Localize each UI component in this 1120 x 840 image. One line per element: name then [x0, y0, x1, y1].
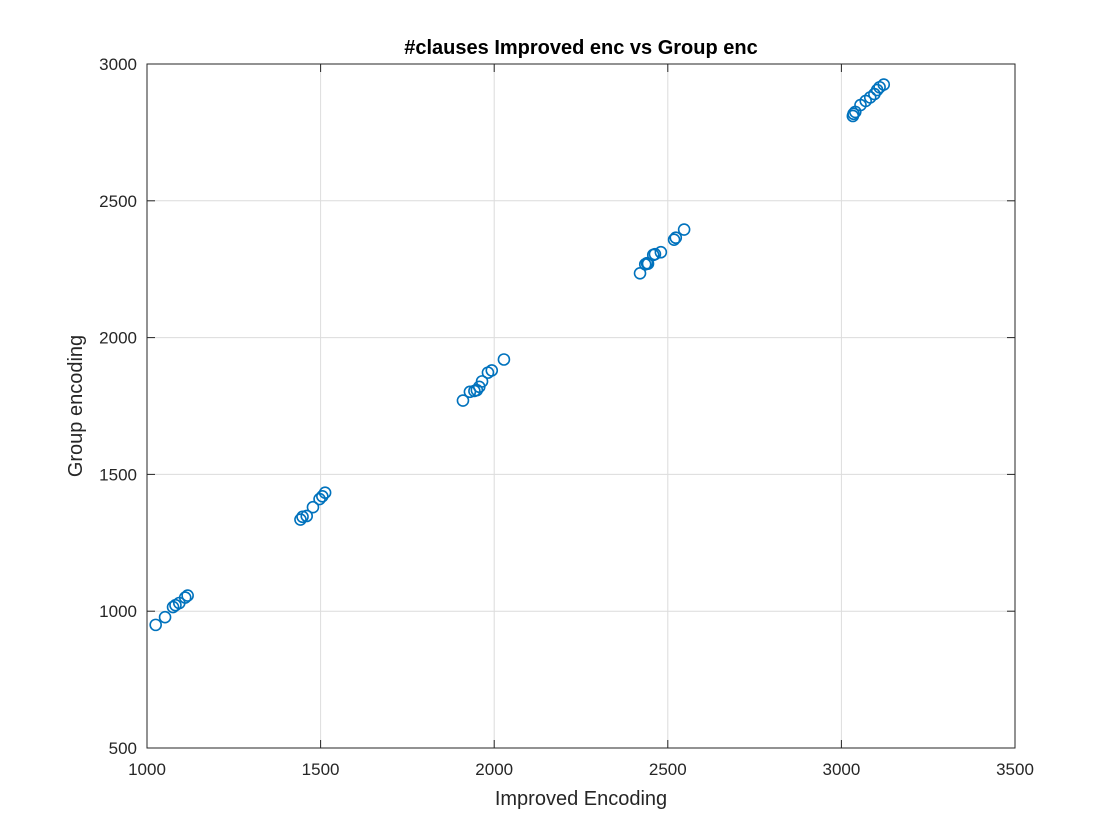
axis-ticks: 1000 1500 2000 2500 3000 3500 500 1000 1500 2000 2… [99, 55, 1034, 779]
data-point [654, 245, 668, 259]
chart-title: #clauses Improved enc vs Group enc [404, 37, 757, 59]
x-axis-label: Improved Encoding [495, 788, 667, 810]
x-tick-label: 3000 [822, 760, 860, 779]
x-tick-label: 2500 [649, 760, 687, 779]
y-tick-label: 1500 [99, 465, 137, 484]
data-point [178, 591, 192, 604]
plot-area [147, 64, 1015, 748]
data-point [318, 486, 332, 500]
data-point [300, 509, 314, 523]
grid-lines [147, 64, 1015, 748]
y-tick-label: 1000 [99, 602, 137, 621]
data-point [677, 223, 691, 236]
y-tick-label: 2500 [99, 192, 137, 211]
x-tick-label: 3500 [996, 760, 1034, 779]
data-point [181, 589, 194, 602]
data-point [158, 610, 172, 624]
data-points [149, 78, 891, 632]
x-tick-label: 1000 [128, 760, 166, 779]
data-point [149, 618, 162, 632]
data-point [497, 353, 511, 366]
data-point [294, 513, 307, 526]
data-point [166, 600, 180, 614]
x-tick-label: 2000 [475, 760, 513, 779]
y-tick-label: 2000 [99, 329, 137, 348]
data-point [475, 375, 489, 388]
data-point [316, 489, 329, 503]
y-tick-label: 3000 [99, 55, 137, 74]
y-axis-label: Group encoding [65, 335, 87, 477]
axes-box [146, 63, 1016, 749]
data-point [667, 233, 681, 246]
data-point [669, 231, 683, 245]
x-tick-label: 1500 [302, 760, 340, 779]
data-point [306, 500, 320, 514]
data-point [485, 364, 499, 377]
data-point [456, 394, 470, 407]
data-point [877, 78, 891, 91]
data-point [648, 247, 662, 261]
y-tick-label: 500 [109, 739, 137, 758]
data-point [847, 107, 860, 121]
